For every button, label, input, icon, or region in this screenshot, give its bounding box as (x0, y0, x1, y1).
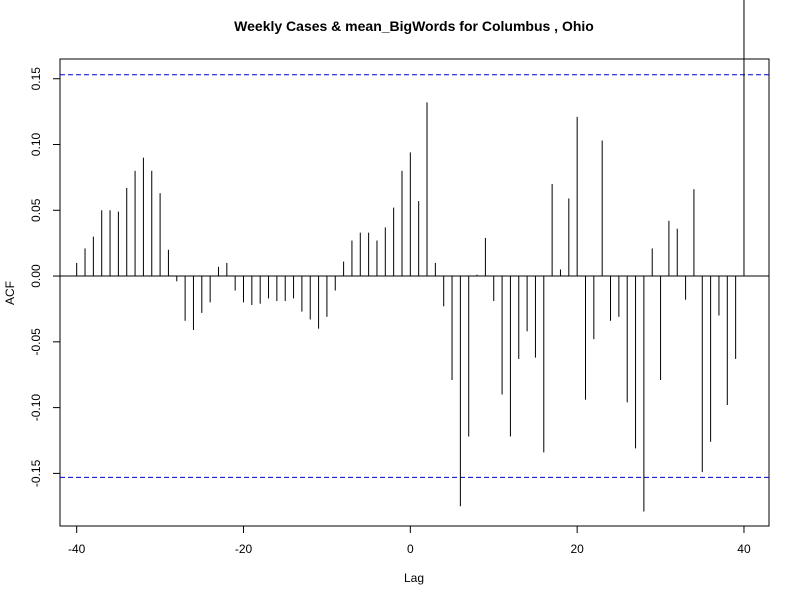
y-tick-label: -0.10 (29, 394, 43, 422)
y-tick-label: 0.00 (29, 264, 43, 288)
y-tick-label: -0.15 (29, 459, 43, 487)
y-tick-label: 0.10 (29, 133, 43, 157)
x-tick-label: 0 (407, 542, 414, 556)
plot-area: -40 -20 0 20 40 -0.15 -0.10 -0.05 0.00 0.05 0.10 0.… (29, 0, 770, 556)
y-tick-label: -0.05 (29, 328, 43, 356)
y-tick-label: 0.15 (29, 67, 43, 91)
y-tick-label: 0.05 (29, 198, 43, 222)
x-axis-label: Lag (404, 571, 424, 585)
x-tick-label: -20 (235, 542, 253, 556)
chart-title: Weekly Cases & mean_BigWords for Columbu… (234, 18, 594, 34)
y-axis-label: ACF (3, 281, 17, 305)
x-tick-label: -40 (68, 542, 86, 556)
plot-frame (59, 58, 770, 527)
x-tick-label: 40 (737, 542, 751, 556)
x-tick-label: 20 (570, 542, 584, 556)
